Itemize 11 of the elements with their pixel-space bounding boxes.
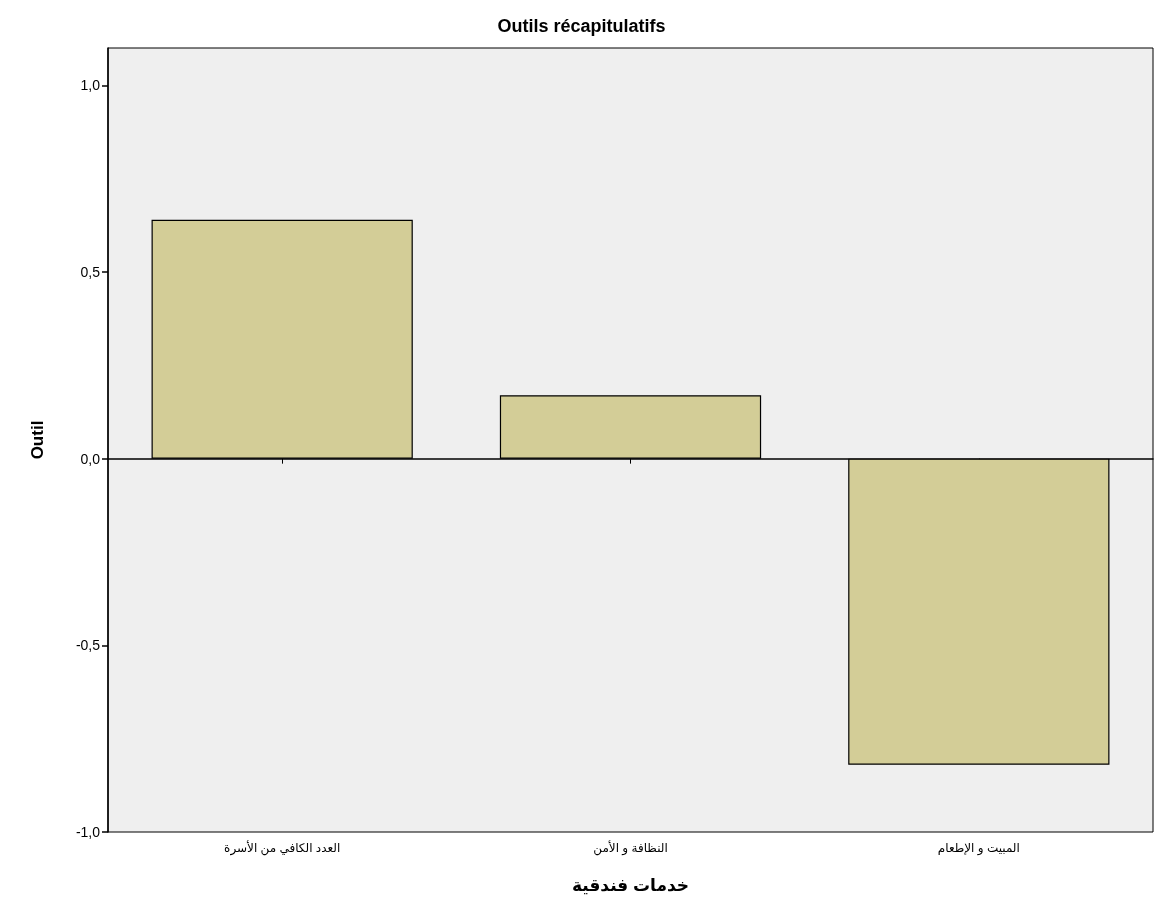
y-tick-label: 0,5 <box>80 264 101 280</box>
y-tick-label: -0,5 <box>75 637 101 654</box>
y-axis-title: Outil <box>28 420 47 460</box>
x-tick-label: المبيت و الإطعام <box>937 841 1020 856</box>
x-tick-label: النظافة و الأمن <box>593 840 668 856</box>
y-tick-label: 0,0 <box>80 450 101 467</box>
x-tick-label: العدد الكافي من الأسرة <box>224 840 341 856</box>
x-axis-title: خدمات فندقية <box>571 876 690 895</box>
chart-title: Outils récapitulatifs <box>497 16 666 36</box>
y-tick-label: 1,0 <box>80 77 101 94</box>
y-tick-label: -1,0 <box>75 824 101 840</box>
